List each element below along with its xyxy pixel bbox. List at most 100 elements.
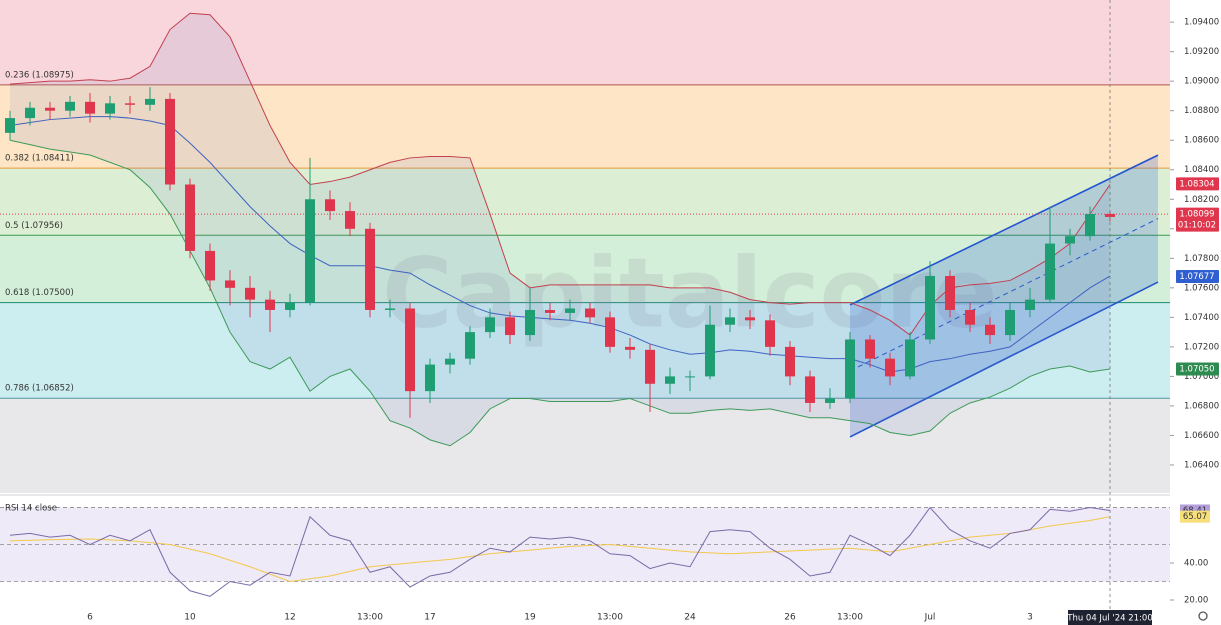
y-tick-label: 1.06400 [1184, 460, 1219, 470]
candle-body [665, 376, 675, 384]
fib-label: 0.382 (1.08411) [5, 154, 74, 164]
candle-body [885, 358, 895, 377]
x-tick-label: 19 [524, 613, 536, 623]
candle-body [1085, 214, 1095, 237]
y-tick-label: 1.08600 [1184, 136, 1219, 146]
channel-fill [850, 155, 1158, 437]
candle-body [925, 276, 935, 340]
candle-body [445, 358, 455, 365]
watermark: Capitalcore [382, 237, 998, 349]
x-tick-label: 24 [684, 613, 696, 623]
candle-body [825, 398, 835, 403]
y-tick-label: 1.09000 [1184, 77, 1219, 87]
channel-line [849, 154, 1159, 306]
fib-zone [0, 84, 1170, 169]
price-tag-label: 1.08304 [1179, 179, 1214, 189]
y-tick-label: 1.09200 [1184, 47, 1219, 57]
candle-body [465, 332, 475, 359]
y-tick-label: 1.06800 [1184, 401, 1219, 411]
candle-body [685, 376, 695, 378]
price-tag-label: 1.08099 [1179, 210, 1214, 220]
x-tick-label: 6 [87, 613, 93, 623]
candle-body [485, 317, 495, 333]
rsi-tag [1180, 504, 1210, 517]
x-tick-label: Jul [924, 613, 936, 623]
y-tick-label: 1.08400 [1184, 165, 1219, 175]
candle-body [645, 349, 655, 384]
y-tick-label: 1.09400 [1184, 18, 1219, 28]
candle-body [125, 103, 135, 105]
candle-body [865, 339, 875, 359]
fib-label: 0.618 (1.07500) [5, 288, 74, 298]
price-tag-label: 1.07677 [1179, 272, 1214, 282]
candle-body [85, 101, 95, 114]
candle-body [45, 107, 55, 111]
price-tag [1176, 177, 1219, 191]
candle-body [225, 280, 235, 288]
candle-body [525, 309, 535, 336]
candle-body [65, 101, 75, 111]
y-tick-label: 1.06600 [1184, 431, 1219, 441]
candle-body [325, 199, 335, 212]
candle-body [945, 276, 955, 310]
background: 0.236 (1.08975) 0.382 (1.08411) 0.5 (1.079… [0, 0, 1170, 582]
candle-body [745, 317, 755, 321]
rsi-line [9, 506, 1111, 597]
candle-body [605, 317, 615, 347]
candle-body [265, 299, 275, 310]
candle-body [425, 364, 435, 392]
candle-body [965, 309, 975, 325]
candle-body [1105, 214, 1115, 217]
candle-body [305, 199, 315, 303]
channel-mid [849, 218, 1159, 372]
fib-label: 0.236 (1.08975) [5, 70, 74, 80]
candle-body [785, 346, 795, 377]
rsi-y-tick-label: 20.00 [1184, 596, 1208, 606]
candle-body [145, 98, 155, 105]
candle-body [185, 184, 195, 251]
candle-body [625, 346, 635, 350]
price-tag [1176, 362, 1219, 376]
candle-body [985, 324, 995, 336]
rsi-title: RSI 14 close [5, 504, 57, 514]
crosshair-label: Thu 04 Jul '24 21:00 [1066, 614, 1153, 624]
price-tag-label: 1.07050 [1179, 365, 1214, 375]
settings-icon[interactable] [1198, 611, 1208, 621]
candle-body [165, 98, 175, 185]
candle-body [245, 287, 255, 300]
candle-body [585, 308, 595, 318]
rsi-y-tick-label: 40.00 [1184, 559, 1208, 569]
x-tick-label: 17 [424, 613, 435, 623]
candle-body [5, 118, 15, 133]
x-tick-label: 3 [1027, 613, 1033, 623]
y-tick-label: 1.07200 [1184, 342, 1219, 352]
candle-body [905, 339, 915, 377]
y-tick-label: 1.08800 [1184, 106, 1219, 116]
candle-body [405, 308, 415, 392]
bollinger-line [9, 139, 1111, 447]
candle-body [285, 302, 295, 310]
y-tick-label: 1.08200 [1184, 195, 1219, 205]
y-tick-label: 1.07800 [1184, 254, 1219, 264]
candle-body [725, 317, 735, 325]
rsi-ma-line [9, 516, 1111, 583]
crosshair-tag [1068, 610, 1152, 625]
candle-body [385, 308, 395, 310]
x-tick-label: 13:00 [357, 613, 383, 623]
candle-body [705, 324, 715, 377]
candle-body [1065, 236, 1075, 244]
bollinger-line [9, 116, 1111, 373]
candle-body [545, 309, 555, 313]
candle-body [25, 107, 35, 119]
candle-body [565, 308, 575, 313]
rsi-tag [1180, 510, 1210, 523]
rsi-tag-label: 65.07 [1183, 512, 1207, 522]
candle-body [505, 317, 515, 336]
x-tick-label: 10 [184, 613, 196, 623]
candle-body [1025, 299, 1035, 310]
candle-body [1005, 309, 1015, 336]
x-tick-label: 12 [284, 613, 295, 623]
candle-body [345, 211, 355, 229]
plot: RSI 14 close [0, 0, 1170, 610]
